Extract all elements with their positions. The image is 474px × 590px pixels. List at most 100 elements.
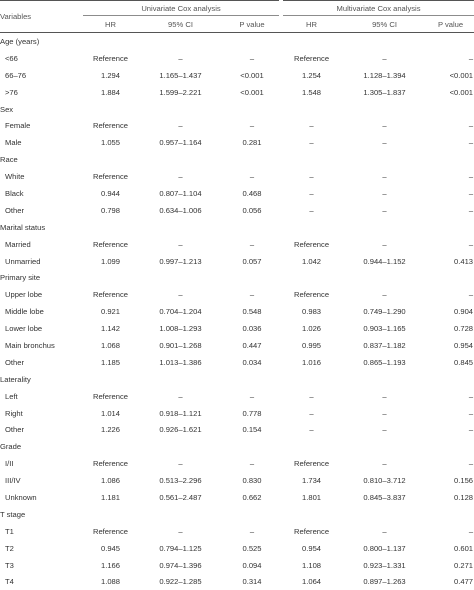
ci-multivariate-cell: 0.865–1.193 <box>342 354 427 371</box>
ci-multivariate-cell: – <box>342 50 427 67</box>
hr-multivariate-cell: 1.026 <box>281 320 342 337</box>
p-multivariate-cell: 0.728 <box>427 320 474 337</box>
ci-header-univariate: 95% CI <box>138 16 223 33</box>
univariate-header: Univariate Cox analysis <box>83 1 281 16</box>
ci-univariate-cell: 0.634–1.006 <box>138 202 223 219</box>
ci-multivariate-cell: 0.810–3.712 <box>342 472 427 489</box>
ci-univariate-cell: 1.599–2.221 <box>138 84 223 101</box>
hr-univariate-cell: 1.088 <box>83 574 138 590</box>
hr-multivariate-cell: 0.983 <box>281 303 342 320</box>
p-univariate-cell: 0.830 <box>223 472 281 489</box>
ci-univariate-cell: 0.561–2.487 <box>138 489 223 506</box>
hr-multivariate-cell: 1.064 <box>281 574 342 590</box>
hr-univariate-cell: 1.185 <box>83 354 138 371</box>
ci-multivariate-cell: – <box>342 405 427 422</box>
p-univariate-cell: 0.314 <box>223 574 281 590</box>
ci-multivariate-cell: 0.749–1.290 <box>342 303 427 320</box>
ci-univariate-cell: – <box>138 236 223 253</box>
section-row: T stage <box>0 506 474 523</box>
ci-multivariate-cell: 0.800–1.137 <box>342 540 427 557</box>
ci-header-multivariate: 95% CI <box>342 16 427 33</box>
p-univariate-cell: 0.036 <box>223 320 281 337</box>
row-label: Lower lobe <box>0 320 83 337</box>
ci-multivariate-cell: – <box>342 523 427 540</box>
ci-univariate-cell: 0.901–1.268 <box>138 337 223 354</box>
hr-multivariate-cell: Reference <box>281 236 342 253</box>
p-multivariate-cell: 0.271 <box>427 557 474 574</box>
hr-univariate-cell: 0.921 <box>83 303 138 320</box>
hr-multivariate-cell: – <box>281 185 342 202</box>
p-multivariate-cell: 0.477 <box>427 574 474 590</box>
section-title: Laterality <box>0 371 474 388</box>
ci-univariate-cell: – <box>138 388 223 405</box>
hr-multivariate-cell: – <box>281 405 342 422</box>
ci-multivariate-cell: – <box>342 185 427 202</box>
p-multivariate-cell: – <box>427 168 474 185</box>
p-univariate-cell: 0.548 <box>223 303 281 320</box>
hr-multivariate-cell: 0.995 <box>281 337 342 354</box>
section-row: Grade <box>0 438 474 455</box>
p-header-univariate: P value <box>223 16 281 33</box>
hr-univariate-cell: Reference <box>83 523 138 540</box>
ci-multivariate-cell: – <box>342 134 427 151</box>
results-table-document: Variables Univariate Cox analysis Multiv… <box>0 0 474 559</box>
ci-univariate-cell: 0.957–1.164 <box>138 134 223 151</box>
ci-multivariate-cell: – <box>342 202 427 219</box>
row-label: Left <box>0 388 83 405</box>
row-label: Black <box>0 185 83 202</box>
ci-multivariate-cell: – <box>342 455 427 472</box>
hr-univariate-cell: Reference <box>83 117 138 134</box>
ci-multivariate-cell: 0.903–1.165 <box>342 320 427 337</box>
hr-univariate-cell: 0.945 <box>83 540 138 557</box>
hr-multivariate-cell: – <box>281 117 342 134</box>
p-univariate-cell: 0.447 <box>223 337 281 354</box>
row-label: Male <box>0 134 83 151</box>
hr-univariate-cell: Reference <box>83 388 138 405</box>
hr-multivariate-cell: 1.042 <box>281 253 342 270</box>
ci-univariate-cell: 1.165–1.437 <box>138 67 223 84</box>
hr-multivariate-cell: 1.548 <box>281 84 342 101</box>
p-multivariate-cell: 0.845 <box>427 354 474 371</box>
row-label: White <box>0 168 83 185</box>
hr-univariate-cell: 0.944 <box>83 185 138 202</box>
row-label: Main bronchus <box>0 337 83 354</box>
p-univariate-cell: – <box>223 455 281 472</box>
section-row: Laterality <box>0 371 474 388</box>
p-multivariate-cell: <0.001 <box>427 84 474 101</box>
p-univariate-cell: 0.525 <box>223 540 281 557</box>
ci-multivariate-cell: 1.128–1.394 <box>342 67 427 84</box>
hr-univariate-cell: 1.166 <box>83 557 138 574</box>
p-multivariate-cell: 0.601 <box>427 540 474 557</box>
row-label: Right <box>0 405 83 422</box>
p-univariate-cell: <0.001 <box>223 67 281 84</box>
hr-header-multivariate: HR <box>281 16 342 33</box>
row-label: T2 <box>0 540 83 557</box>
ci-multivariate-cell: – <box>342 236 427 253</box>
p-multivariate-cell: 0.156 <box>427 472 474 489</box>
p-multivariate-cell: 0.904 <box>427 303 474 320</box>
p-univariate-cell: 0.468 <box>223 185 281 202</box>
ci-multivariate-cell: 0.837–1.182 <box>342 337 427 354</box>
p-univariate-cell: – <box>223 286 281 303</box>
ci-univariate-cell: 0.997–1.213 <box>138 253 223 270</box>
row-label: I/II <box>0 455 83 472</box>
p-multivariate-cell: – <box>427 202 474 219</box>
p-univariate-cell: 0.778 <box>223 405 281 422</box>
hr-multivariate-cell: – <box>281 388 342 405</box>
ci-multivariate-cell: – <box>342 421 427 438</box>
ci-multivariate-cell: 0.944–1.152 <box>342 253 427 270</box>
hr-multivariate-cell: – <box>281 421 342 438</box>
hr-multivariate-cell: 0.954 <box>281 540 342 557</box>
row-label: Unknown <box>0 489 83 506</box>
section-row: Age (years) <box>0 33 474 50</box>
ci-univariate-cell: – <box>138 117 223 134</box>
hr-univariate-cell: 1.099 <box>83 253 138 270</box>
